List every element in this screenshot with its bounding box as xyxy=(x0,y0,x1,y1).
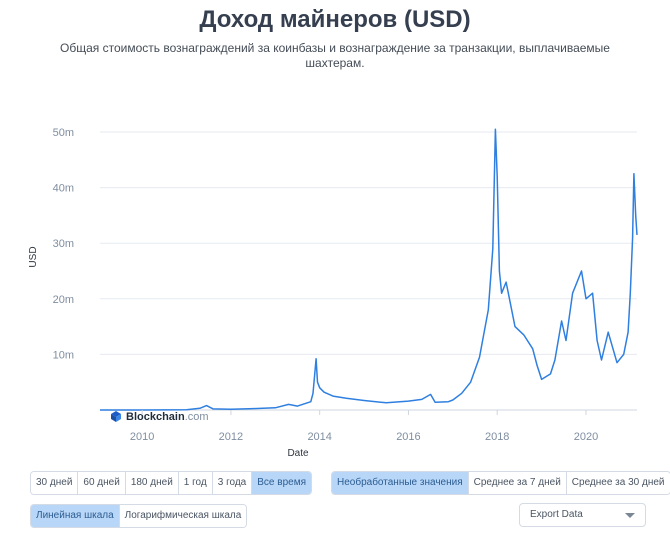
page-subtitle: Общая стоимость вознаграждений за коинба… xyxy=(60,41,610,70)
x-tick-label-0: 2010 xyxy=(130,431,154,443)
x-tick-label-5: 2020 xyxy=(574,431,598,443)
scale-button-group: Линейная шкала Логарифмическая шкала xyxy=(30,504,248,528)
y-axis-title: USD xyxy=(28,246,39,267)
period-button-3[interactable]: 1 год xyxy=(178,472,213,494)
period-button-5[interactable]: Все время xyxy=(252,472,311,494)
x-tick-label-1: 2012 xyxy=(219,431,243,443)
watermark-suffix: .com xyxy=(185,411,209,423)
y-tick-label-4: 50m xyxy=(53,127,74,139)
average-button-0[interactable]: Необработанные значения xyxy=(332,472,469,494)
average-button-group: Необработанные значения Среднее за 7 дней… xyxy=(331,471,670,495)
period-button-1[interactable]: 60 дней xyxy=(78,472,126,494)
x-tick-label-3: 2016 xyxy=(396,431,420,443)
y-tick-label-2: 30m xyxy=(53,238,74,250)
scale-button-0[interactable]: Линейная шкала xyxy=(31,505,120,527)
watermark-brand: Blockchain xyxy=(126,411,185,423)
period-button-4[interactable]: 3 года xyxy=(212,472,253,494)
period-button-2[interactable]: 180 дней xyxy=(125,472,179,494)
export-data-label: Export Data xyxy=(530,509,583,520)
watermark-text: Blockchain.com xyxy=(126,411,209,423)
period-button-0[interactable]: 30 дней xyxy=(31,472,79,494)
blockchain-watermark: Blockchain.com xyxy=(111,411,209,423)
x-tick-label-4: 2018 xyxy=(485,431,509,443)
chart: Blockchain.com 10m 20m 30m 40m 50m 2010 2012 20… xyxy=(28,127,638,459)
scale-button-1[interactable]: Логарифмическая шкала xyxy=(119,505,247,527)
period-button-group: 30 дней 60 дней 180 дней 1 год 3 года Все вре… xyxy=(30,471,312,495)
x-tick-label-2: 2014 xyxy=(307,431,331,443)
average-button-2[interactable]: Среднее за 30 дней xyxy=(566,472,670,494)
series-line-0 xyxy=(100,128,638,411)
export-data-dropdown[interactable]: Export Data xyxy=(519,503,646,527)
x-axis-title: Date xyxy=(287,448,309,459)
page-title: Доход майнеров (USD) xyxy=(199,6,471,33)
y-tick-label-3: 40m xyxy=(53,183,74,195)
average-button-1[interactable]: Среднее за 7 дней xyxy=(468,472,567,494)
chevron-down-icon xyxy=(625,513,635,518)
blockchain-logo-icon xyxy=(111,411,121,422)
grid-layer xyxy=(100,131,637,411)
y-tick-label-1: 20m xyxy=(53,294,74,306)
line-layer xyxy=(100,128,638,411)
y-tick-label-0: 10m xyxy=(53,349,74,361)
tick-layer: 10m 20m 30m 40m 50m 2010 2012 2014 2016 2018 2020 xyxy=(53,127,599,443)
